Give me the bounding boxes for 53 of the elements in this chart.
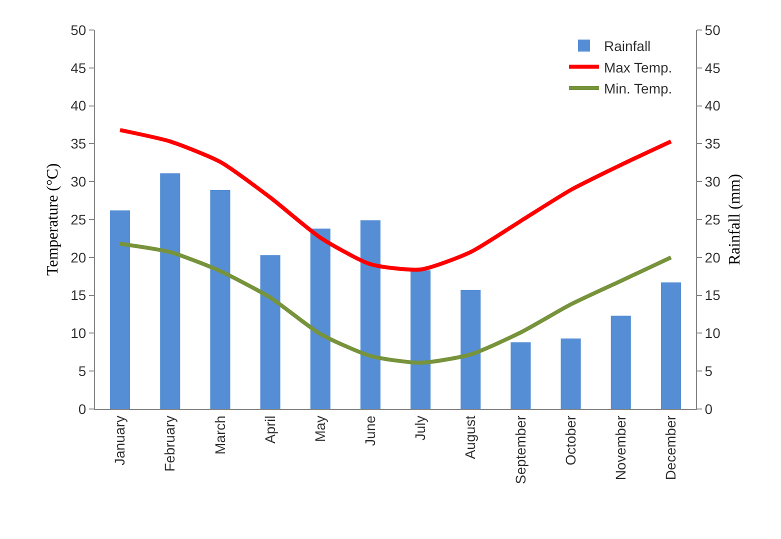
x-tick-label: May — [312, 416, 328, 442]
y2-tick-label: 50 — [704, 22, 721, 38]
y-axis-title: Temperature (°C) — [44, 163, 62, 276]
y-tick-label: 5 — [78, 363, 86, 379]
bar — [160, 173, 180, 409]
y2-tick-label: 10 — [704, 325, 721, 342]
line-series — [118, 128, 673, 272]
bar — [610, 316, 631, 409]
y2-axis-title: Rainfall (mm) — [726, 174, 744, 266]
bar — [660, 282, 681, 409]
y-tick-label: 50 — [70, 22, 86, 38]
x-tick-label: December — [662, 415, 679, 480]
line-series — [118, 242, 673, 365]
x-tick-label: August — [462, 415, 478, 460]
legend-label: Max Temp. — [604, 59, 672, 76]
y2-tick-label: 0 — [704, 400, 713, 417]
y-tick-label: 40 — [70, 98, 86, 114]
bar — [310, 228, 330, 409]
legend-label: Min. Temp. — [604, 80, 672, 96]
y2-tick-label: 35 — [704, 136, 721, 152]
x-tick-label: April — [262, 416, 278, 444]
legend-label: Rainfall — [604, 38, 651, 54]
x-tick-label: July — [412, 416, 428, 441]
bar — [210, 190, 230, 409]
x-tick-label: March — [212, 416, 228, 455]
x-tick-label: January — [112, 416, 128, 466]
x-tick-label: February — [162, 416, 178, 472]
y2-tick-label: 45 — [704, 60, 721, 76]
y-tick-label: 30 — [70, 174, 86, 190]
bar — [460, 290, 481, 409]
bar — [510, 342, 531, 409]
bar — [110, 210, 130, 409]
y2-tick-label: 15 — [704, 287, 721, 304]
y-tick-label: 45 — [70, 60, 86, 76]
bar — [560, 338, 581, 409]
bar — [410, 270, 431, 409]
y2-tick-label: 5 — [704, 363, 713, 379]
y2-tick-label: 40 — [704, 98, 721, 114]
y-tick-label: 10 — [70, 325, 86, 342]
bar — [260, 255, 280, 409]
y-tick-label: 0 — [78, 400, 86, 417]
y-tick-label: 35 — [70, 136, 86, 152]
bar — [360, 220, 380, 409]
x-tick-label: November — [612, 415, 628, 480]
y-tick-label: 15 — [70, 287, 86, 304]
y-tick-label: 20 — [70, 249, 86, 266]
x-tick-label: September — [512, 415, 528, 484]
x-tick-label: October — [562, 415, 578, 466]
x-tick-label: June — [362, 415, 378, 446]
y2-tick-label: 20 — [704, 249, 721, 266]
y-tick-label: 25 — [70, 211, 86, 228]
y2-tick-label: 30 — [704, 174, 721, 190]
y2-tick-label: 25 — [704, 211, 721, 228]
